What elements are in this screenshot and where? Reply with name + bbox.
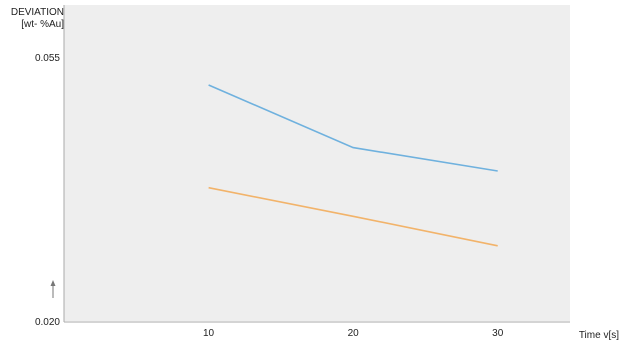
y-ticks: 0.055 0.020: [35, 53, 60, 328]
y-tick-label: 0.020: [35, 317, 60, 328]
x-tick-label: 20: [348, 328, 360, 339]
arrow-marker-icon: [50, 280, 56, 298]
series-group: [208, 84, 498, 247]
x-axis-title: Time v[s]: [579, 330, 619, 341]
y-axis-title-line2: [wt- %Au]: [21, 19, 64, 30]
x-tick-label: 30: [492, 328, 504, 339]
series-line-1: [208, 84, 498, 172]
y-tick-label: 0.055: [35, 53, 60, 64]
y-axis-title-line1: DEVIATION: [11, 7, 64, 18]
x-ticks: 10 20 30: [203, 328, 504, 339]
series-line-2: [208, 186, 498, 247]
plot-area: [64, 5, 570, 321]
x-tick-label: 10: [203, 328, 215, 339]
